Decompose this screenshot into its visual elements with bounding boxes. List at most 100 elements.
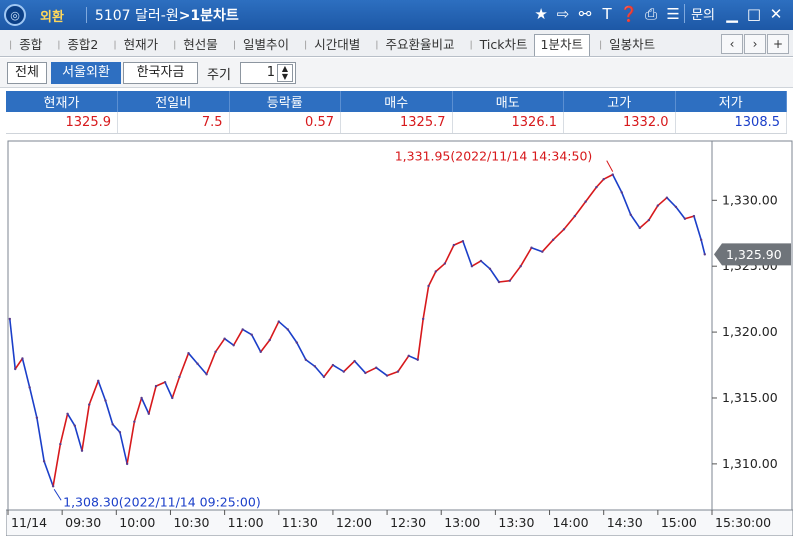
x-tick-label: 10:30: [173, 515, 209, 530]
star-icon[interactable]: ★: [534, 4, 548, 23]
price-point: [59, 442, 62, 446]
price-point: [602, 178, 605, 181]
price-segment: [81, 404, 91, 451]
price-point: [647, 218, 651, 222]
price-segment: [242, 328, 253, 336]
price-segment: [630, 214, 641, 229]
tab-next-icon[interactable]: ›: [744, 34, 766, 54]
x-tick-label: 12:30: [390, 515, 426, 530]
price-segment: [97, 380, 107, 401]
tab-tick-chart[interactable]: Tick차트: [460, 34, 533, 53]
price-point: [488, 267, 492, 271]
link-icon[interactable]: ⚯: [578, 4, 592, 23]
tab-add-icon[interactable]: +: [767, 34, 789, 54]
header-ask: 매도: [452, 91, 564, 112]
minimize-icon[interactable]: ▁: [726, 4, 738, 23]
x-tick-label: 12:00: [336, 515, 372, 530]
price-point: [232, 344, 235, 347]
price-segment: [375, 367, 388, 377]
price-segment: [88, 380, 100, 405]
tab-spot-futures[interactable]: 현선물: [164, 34, 224, 53]
help-icon[interactable]: ❓: [619, 4, 639, 23]
title-bar: ◎ 외환 5107 달러-원>1분차트 ★ ⇨ ⚯ T ❓ ⎙ ☰ 문의 ▁ □…: [0, 0, 793, 30]
price-segment: [603, 173, 614, 180]
price-point: [125, 462, 129, 466]
price-point: [322, 375, 326, 379]
tab-1min-chart[interactable]: 1분차트: [533, 33, 590, 56]
price-point: [104, 399, 107, 402]
price-segment: [9, 318, 17, 370]
tab-nav: ‹ › +: [720, 34, 789, 54]
price-segment: [171, 376, 181, 399]
price-point: [479, 259, 483, 263]
x-tick-label: 13:00: [444, 515, 480, 530]
maximize-icon[interactable]: □: [746, 4, 762, 23]
price-segment: [305, 359, 316, 367]
price-segment: [386, 370, 399, 377]
min-annotation-arrow: [53, 489, 62, 501]
app-label: 외환: [40, 9, 64, 25]
tab-prev-icon[interactable]: ‹: [721, 34, 743, 54]
minute-chart[interactable]: 1,310.00 1,315.00 1,320.00 1,325.00 1,330.00…: [6, 139, 793, 536]
tab-daily-trend[interactable]: 일별추이: [224, 34, 295, 53]
price-point: [241, 328, 244, 331]
tab-hourly[interactable]: 시간대별: [295, 34, 366, 53]
tab-current-price[interactable]: 현재가: [104, 34, 164, 53]
price-point: [638, 226, 641, 230]
price-segment: [140, 397, 150, 415]
price-segment: [164, 381, 173, 399]
chart-canvas[interactable]: 1,310.001,315.001,320.001,325.001,330.00…: [6, 139, 793, 536]
price-point: [331, 363, 335, 367]
price-point: [703, 253, 706, 256]
period-value[interactable]: 1: [266, 65, 275, 80]
segment-all[interactable]: 전체: [7, 62, 47, 84]
price-segment: [684, 215, 695, 220]
max-annotation-arrow: [606, 160, 614, 172]
inquiry-button[interactable]: 문의: [684, 4, 721, 23]
segment-seoul-fx[interactable]: 서울외환: [51, 62, 121, 84]
price-segment: [435, 262, 446, 273]
price-segment: [52, 443, 62, 487]
text-icon[interactable]: T: [602, 4, 612, 23]
x-tick-label: 11/14: [11, 515, 47, 530]
x-tick-label: 14:00: [553, 515, 589, 530]
price-segment: [365, 366, 377, 374]
price-segment: [666, 197, 677, 208]
price-point: [66, 412, 69, 415]
title-separator: [85, 7, 87, 23]
price-segment: [314, 365, 325, 378]
price-segment: [621, 192, 632, 216]
price-segment: [21, 358, 31, 388]
quote-value-row: 1325.9 7.5 0.57 1325.7 1326.1 1332.0 130…: [6, 112, 787, 134]
tab-strip: 종합 종합2 현재가 현선물 일별추이 시간대별 주요환율비교 Tick차트 1…: [0, 30, 793, 57]
price-segment: [323, 364, 334, 378]
price-point: [470, 264, 474, 268]
stepper-arrows-icon[interactable]: ▲ ▼: [277, 64, 293, 82]
header-bid: 매수: [340, 91, 453, 112]
tab-daily-chart[interactable]: 일봉차트: [590, 34, 661, 53]
period-label: 주기: [207, 68, 231, 83]
price-point: [364, 371, 367, 375]
y-tick-label: 1,330.00: [722, 192, 778, 207]
header-low: 저가: [675, 91, 787, 112]
price-segment: [104, 400, 114, 425]
window-title: 5107 달러-원>1분차트: [95, 5, 239, 25]
price-point: [133, 420, 136, 423]
segment-korea-money[interactable]: 한국자금: [123, 62, 198, 84]
close-icon[interactable]: ✕: [769, 4, 783, 23]
x-tick-label: 15:00: [661, 515, 697, 530]
price-point: [541, 250, 544, 253]
tab-fx-compare[interactable]: 주요환율비교: [366, 34, 460, 53]
tab-summary2[interactable]: 종합2: [48, 34, 104, 53]
export-icon[interactable]: ⇨: [556, 4, 570, 23]
tab-summary[interactable]: 종합: [0, 34, 48, 53]
price-segment: [133, 397, 143, 422]
price-point: [295, 341, 299, 344]
price-point: [353, 359, 356, 363]
price-point: [461, 239, 465, 243]
list-icon[interactable]: ☰: [666, 4, 680, 23]
print-icon[interactable]: ⎙: [645, 4, 658, 23]
period-stepper[interactable]: 1 ▲ ▼: [240, 62, 296, 84]
price-segment: [214, 338, 226, 353]
price-point: [147, 412, 150, 415]
